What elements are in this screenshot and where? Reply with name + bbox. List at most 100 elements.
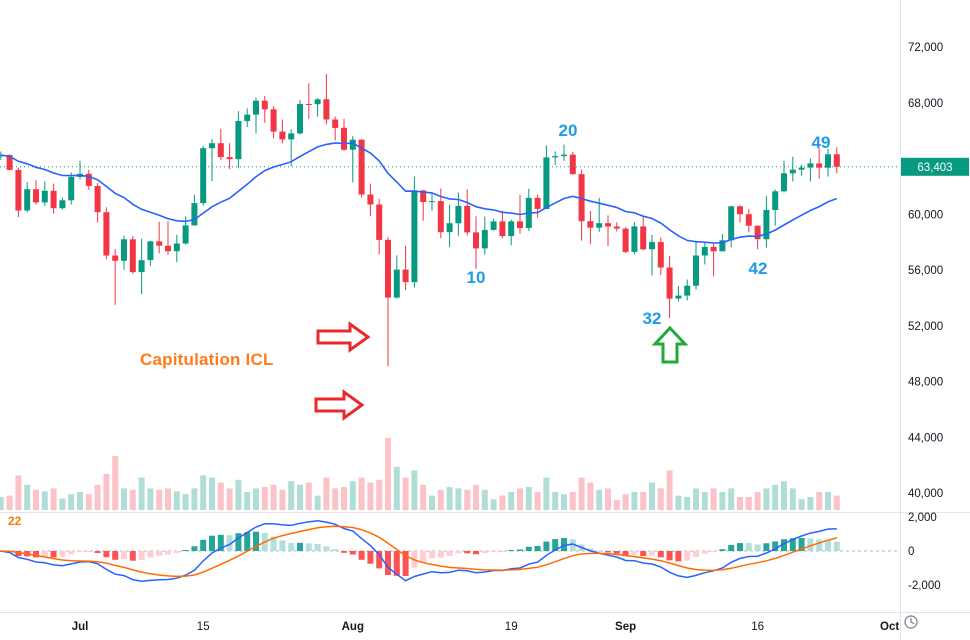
candle <box>499 210 506 239</box>
macd-histogram-bar <box>94 551 101 553</box>
candle <box>68 172 75 205</box>
macd-histogram-bar <box>737 543 743 551</box>
macd-histogram-bar <box>129 551 136 561</box>
volume-bar <box>103 474 110 510</box>
candle <box>490 219 497 231</box>
volume-bar <box>754 492 761 510</box>
macd-histogram-bar <box>473 551 479 555</box>
volume-bar <box>701 492 708 510</box>
volume-bar <box>429 495 435 510</box>
macd-histogram-bar <box>552 539 559 551</box>
macd-histogram-bar <box>209 535 215 551</box>
macd-histogram-bar <box>314 543 321 551</box>
volume-bar <box>385 438 391 510</box>
cycle-count-label[interactable]: 42 <box>749 259 768 278</box>
price-axis-label: 68,000 <box>908 98 943 110</box>
macd-histogram-bar <box>798 538 805 551</box>
volume-bar <box>490 499 497 510</box>
macd-histogram-bar <box>50 551 57 558</box>
capitulation-annotation[interactable]: Capitulation ICL <box>140 350 274 369</box>
clock-icon[interactable] <box>904 615 918 629</box>
macd-histogram-bar <box>525 546 532 551</box>
candle <box>33 180 39 205</box>
macd-axis-label: 2,000 <box>908 512 937 524</box>
macd-histogram-bar <box>789 538 796 551</box>
volume-bar <box>710 488 717 510</box>
volume-bar <box>446 487 453 510</box>
volume-bar <box>367 482 374 510</box>
candle <box>244 108 251 128</box>
macd-histogram-bar <box>297 542 303 551</box>
macd-signal-line <box>0 525 837 578</box>
ma-line <box>0 142 838 244</box>
volume-bar <box>816 492 823 510</box>
volume-bar <box>481 489 488 510</box>
candle <box>569 151 576 175</box>
time-axis-label: Sep <box>615 621 636 633</box>
green-up-arrow[interactable] <box>651 325 689 364</box>
volume-bar <box>50 488 57 510</box>
macd-histogram-bar <box>402 551 409 576</box>
candle <box>323 73 330 125</box>
volume-bar <box>393 466 400 510</box>
macd-histogram-bar <box>420 551 427 563</box>
candle <box>701 241 708 265</box>
price-axis-label: 60,000 <box>908 209 943 221</box>
volume-bar <box>323 477 330 510</box>
macd-histogram-bar <box>754 544 761 551</box>
candle <box>657 237 664 275</box>
candle <box>77 160 83 180</box>
price-axis[interactable] <box>900 0 970 612</box>
volume-bar <box>112 456 119 510</box>
volume-bar <box>332 488 339 510</box>
candle <box>15 167 22 217</box>
macd-histogram-bar <box>173 551 180 553</box>
macd-histogram-bar <box>446 551 453 556</box>
macd-histogram-bar <box>763 543 770 551</box>
candle <box>605 215 611 246</box>
macd-histogram-bar <box>455 551 462 554</box>
volume-bar <box>33 489 39 510</box>
candle <box>420 190 427 221</box>
macd-histogram-bar <box>437 551 444 558</box>
macd-histogram-bar <box>517 549 523 551</box>
macd-histogram-bar <box>59 551 66 557</box>
cycle-count-label[interactable]: 49 <box>812 133 831 152</box>
candle <box>200 146 207 206</box>
macd-histogram-bar <box>235 533 242 551</box>
candle <box>305 83 312 119</box>
volume-bar <box>191 488 198 510</box>
candle <box>833 147 840 174</box>
macd-histogram-bar <box>270 536 277 551</box>
candle <box>587 211 594 245</box>
candle <box>481 216 488 255</box>
time-axis[interactable] <box>0 612 970 640</box>
candle <box>640 217 647 251</box>
red-right-arrow[interactable] <box>314 389 365 421</box>
volume-bar <box>657 488 664 510</box>
macd-histogram-bar <box>156 551 163 556</box>
volume-bar <box>719 492 726 510</box>
cycle-count-label[interactable]: 10 <box>467 268 486 287</box>
macd-histogram-bar <box>182 550 189 551</box>
cycle-count-label[interactable]: 20 <box>559 121 578 140</box>
candle <box>552 151 559 165</box>
macd-axis-label: 0 <box>908 546 914 558</box>
candle <box>402 245 409 291</box>
red-right-arrow[interactable] <box>316 321 371 353</box>
candle <box>825 148 831 177</box>
candle <box>94 182 101 223</box>
cycle-count-label[interactable]: 32 <box>643 309 662 328</box>
candle <box>446 204 453 247</box>
time-axis-label: 19 <box>505 621 518 633</box>
candle <box>112 249 119 305</box>
volume-bar <box>798 499 805 510</box>
macd-line <box>0 519 837 582</box>
candle <box>534 194 541 218</box>
volume-bar <box>737 497 743 510</box>
macd-histogram-bar <box>393 551 400 576</box>
candle <box>622 227 629 254</box>
macd-histogram-bar <box>499 551 506 552</box>
